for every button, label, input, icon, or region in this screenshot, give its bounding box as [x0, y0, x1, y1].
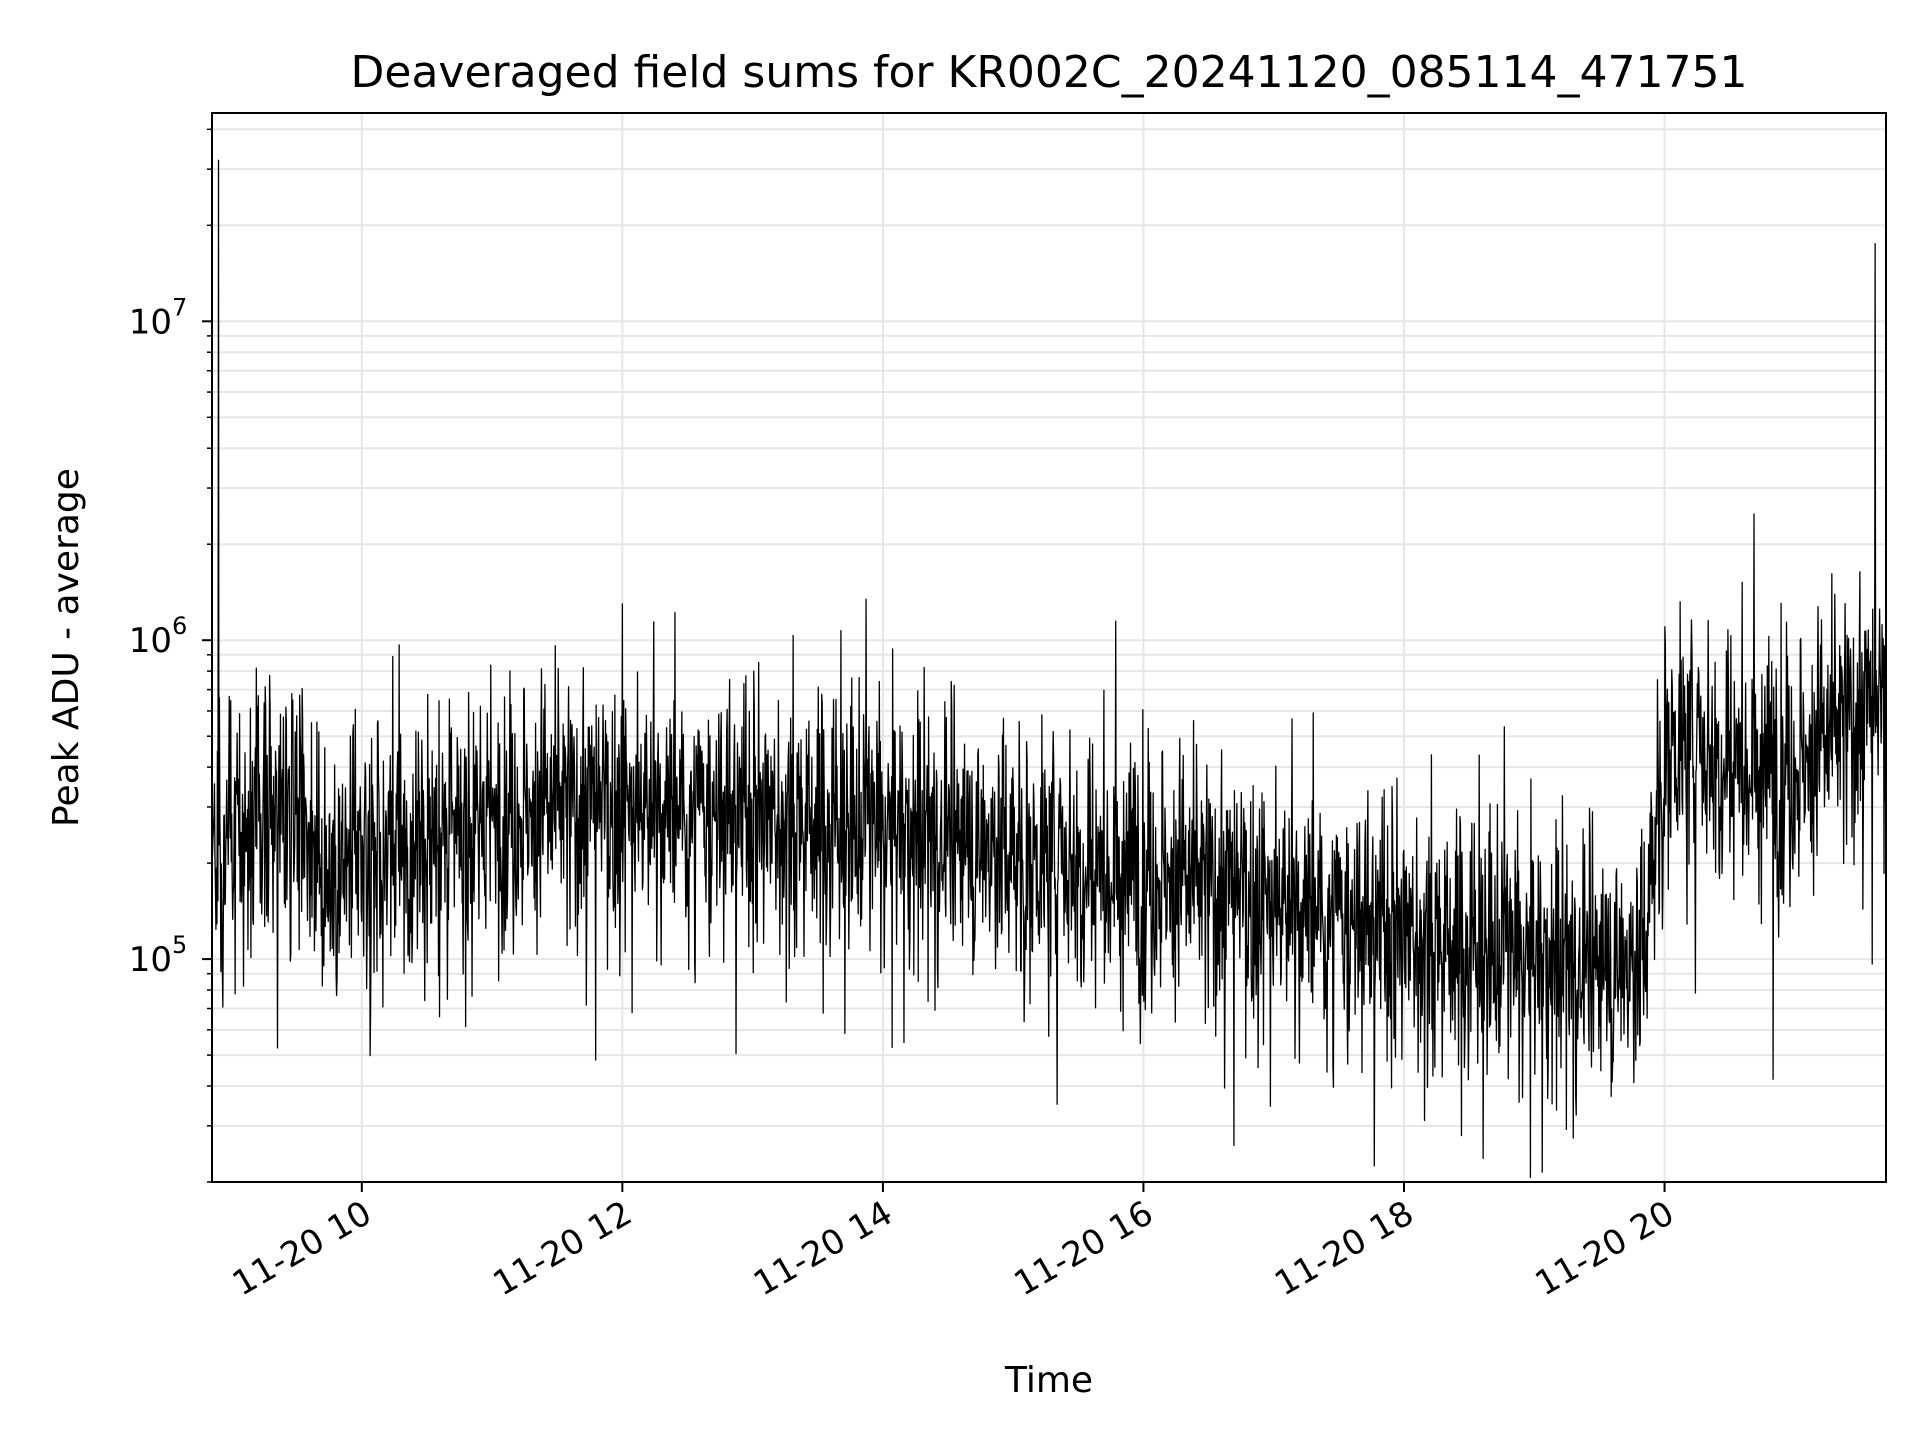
y-tick-exponent: 7 [172, 293, 187, 321]
series-line [211, 159, 1887, 1179]
y-tick-label: 10 [129, 940, 172, 980]
y-tick-label: 10 [129, 302, 172, 342]
plot-frame [211, 112, 1887, 1183]
y-tick-label: 10 [129, 621, 172, 661]
y-axis-label: Peak ADU - average [46, 468, 87, 827]
y-tick-exponent: 6 [172, 612, 187, 640]
y-tick-exponent: 5 [172, 931, 187, 959]
chart-title: Deaveraged field sums for KR002C_2024112… [351, 47, 1748, 98]
series-layer [211, 159, 1887, 1179]
x-axis-label: Time [1004, 1360, 1093, 1401]
